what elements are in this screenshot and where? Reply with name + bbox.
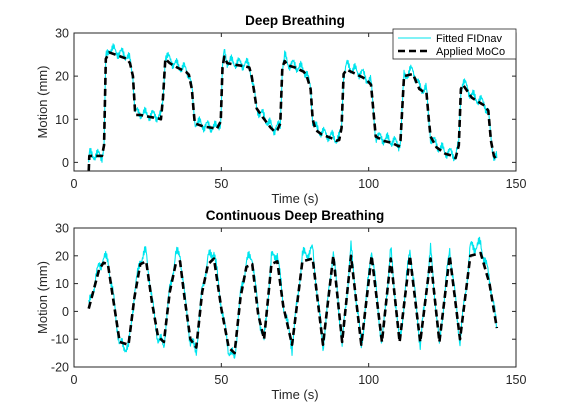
- chart-panel-1: 0 50 100 150 0 10 20 30 Deep Breathing Time (s) Mo…: [35, 13, 526, 206]
- y-tick-label: 10: [55, 113, 69, 127]
- y-tick-label: -20: [51, 361, 69, 375]
- x-tick-label: 50: [214, 177, 228, 191]
- series-fitted-fidnav-line: [88, 43, 498, 163]
- x-axis-label: Time (s): [271, 387, 318, 402]
- plot-frame: [73, 227, 517, 368]
- y-tick-label: 10: [55, 277, 69, 291]
- plot-frame: [73, 32, 517, 172]
- y-tick-label: 0: [62, 305, 69, 319]
- y-tick-label: 20: [55, 249, 69, 263]
- x-tick-label: 0: [71, 177, 78, 191]
- y-axis-label: Motion (mm): [35, 261, 50, 334]
- legend-fitted-fidnav-label: Fitted FIDnav: [436, 33, 503, 45]
- x-tick-label: 150: [506, 373, 527, 387]
- x-tick-label: 100: [358, 373, 379, 387]
- series-applied-moco-line: [87, 251, 499, 355]
- chart-title: Deep Breathing: [245, 13, 345, 28]
- legend-box: [392, 28, 517, 60]
- x-axis-label: Time (s): [271, 191, 318, 206]
- series-applied-moco-line: [87, 51, 498, 171]
- chart-panel-2: 0 50 100 150 -20 -10 0 10 20 30 Continuous Deep Br…: [35, 208, 526, 402]
- y-tick-label: 30: [55, 222, 69, 236]
- x-tick-label: 150: [506, 177, 527, 191]
- chart-title: Continuous Deep Breathing: [206, 208, 385, 223]
- y-tick-label: 30: [55, 27, 69, 41]
- y-tick-label: 0: [62, 156, 69, 170]
- legend-applied-moco-label: Applied MoCo: [436, 46, 505, 58]
- y-axis-label: Motion (mm): [35, 66, 50, 139]
- y-tick-label: -10: [51, 333, 69, 347]
- x-tick-label: 0: [71, 373, 78, 387]
- x-tick-label: 100: [358, 177, 379, 191]
- y-tick-label: 20: [55, 70, 69, 84]
- x-tick-label: 50: [214, 373, 228, 387]
